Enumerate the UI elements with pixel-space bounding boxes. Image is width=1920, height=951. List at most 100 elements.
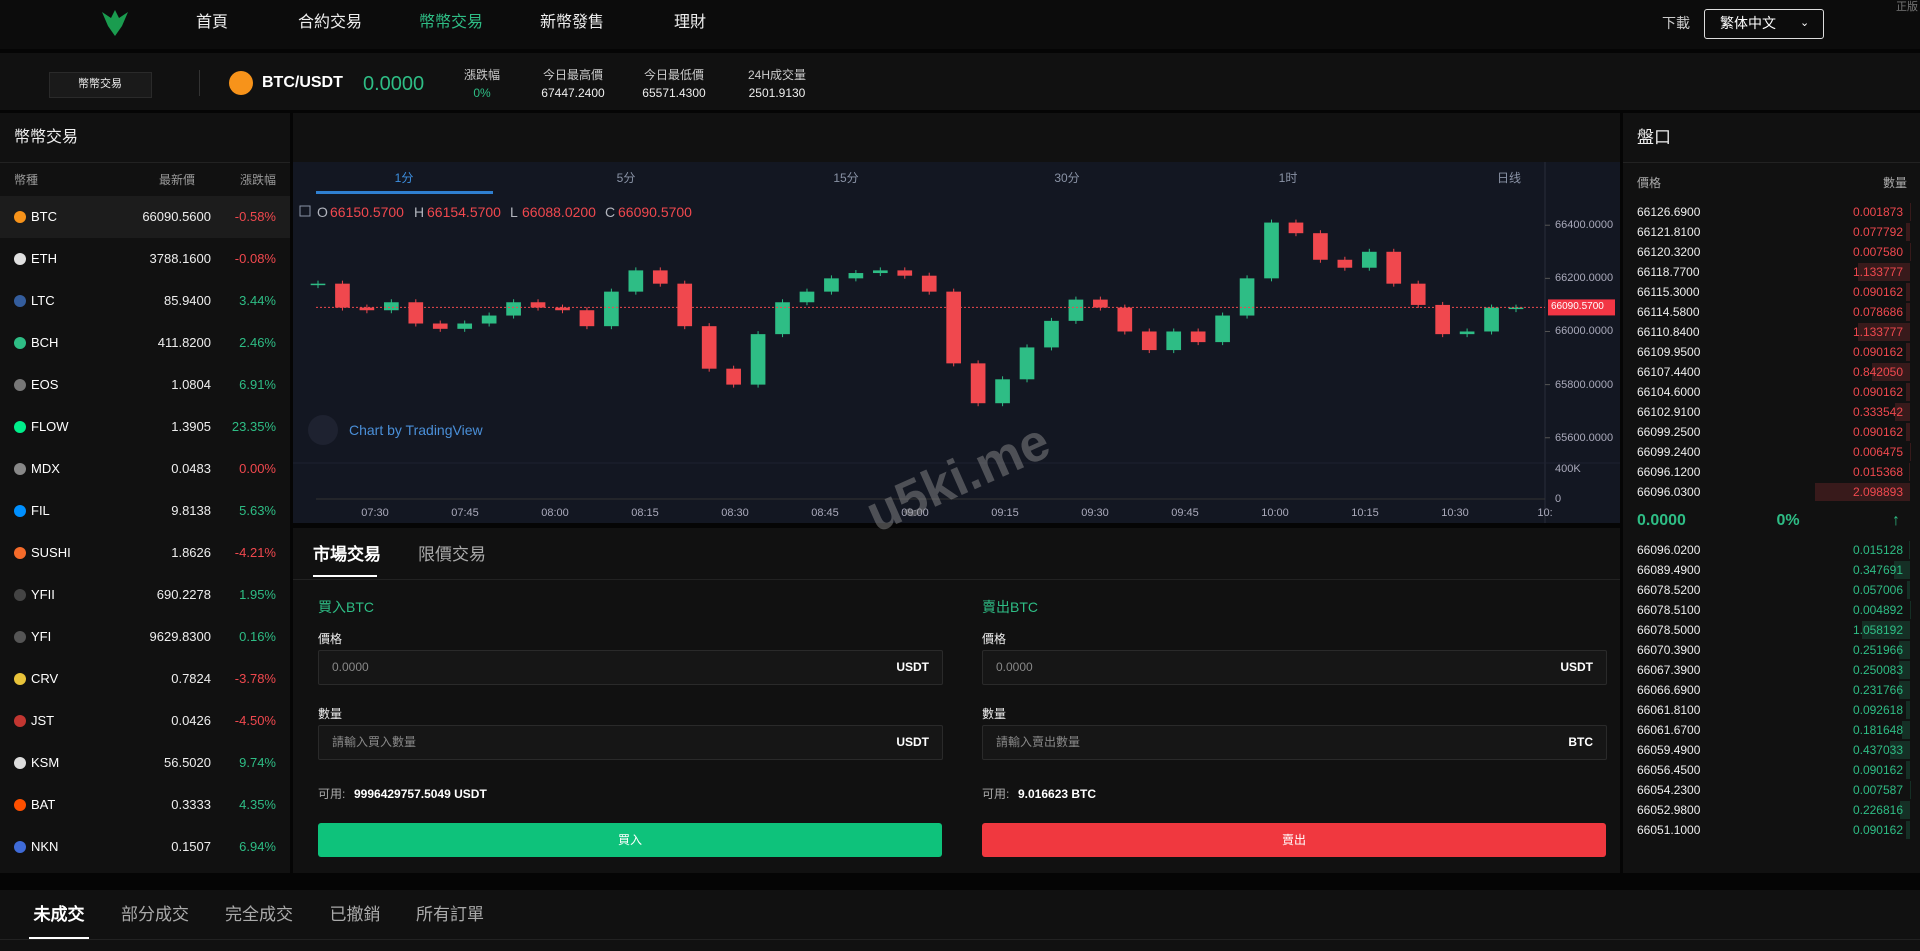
order-amount: 0.181648: [1852, 723, 1903, 737]
depth-bar: [1907, 581, 1910, 599]
orders-tab[interactable]: 所有訂單: [416, 905, 484, 924]
x-tick-label: 09:00: [901, 507, 929, 519]
coin-name[interactable]: FIL: [31, 503, 50, 518]
x-tick-label: 10:30: [1441, 507, 1469, 519]
coin-icon: [14, 463, 26, 475]
nav-item[interactable]: 首頁: [195, 14, 228, 31]
candle: [530, 302, 546, 308]
button-label: 買入: [617, 833, 642, 847]
candle: [1166, 331, 1182, 351]
candle: [1313, 233, 1328, 260]
nav-item[interactable]: 理財: [673, 14, 706, 31]
ticker-bar: [0, 53, 1920, 110]
coin-change: -4.50%: [234, 713, 276, 728]
order-amount: 2.098893: [1852, 485, 1903, 499]
orders-tab[interactable]: 已撤銷: [329, 905, 381, 924]
candle: [824, 278, 839, 292]
orders-tab[interactable]: 部分成交: [121, 905, 189, 924]
candle: [897, 270, 913, 276]
coin-name[interactable]: BCH: [31, 335, 59, 350]
depth-bar: [1861, 621, 1910, 639]
available-value: 9996429757.5049 USDT: [354, 787, 487, 801]
interval-tab[interactable]: 1分: [394, 171, 414, 185]
coin-name[interactable]: NKN: [31, 839, 59, 854]
interval-tab[interactable]: 30分: [1054, 171, 1080, 185]
coin-name[interactable]: FLOW: [31, 419, 69, 434]
coin-name[interactable]: BTC: [31, 209, 57, 224]
trade-tab[interactable]: 限價交易: [418, 545, 486, 564]
order-price: 66078.5000: [1637, 623, 1701, 637]
coin-name[interactable]: KSM: [31, 755, 60, 770]
price-input[interactable]: [318, 650, 943, 685]
last-price-box: [1548, 299, 1615, 316]
coin-name[interactable]: JST: [31, 713, 55, 728]
price-input[interactable]: [982, 650, 1607, 685]
nav-item[interactable]: 新幣發售: [539, 14, 604, 31]
divider: [0, 939, 1920, 940]
coin-price: 1.8626: [171, 545, 211, 560]
interval-tab[interactable]: 15分: [833, 171, 859, 185]
coin-price: 56.5020: [164, 755, 211, 770]
coin-change: -0.08%: [234, 251, 276, 266]
sell-button[interactable]: [982, 823, 1606, 857]
interval-tab[interactable]: 1时: [1278, 171, 1298, 185]
coin-name[interactable]: CRV: [31, 671, 59, 686]
coin-name[interactable]: BAT: [31, 797, 56, 812]
order-amount: 0.015368: [1852, 465, 1903, 479]
interval-tab[interactable]: 日线: [1496, 171, 1521, 185]
coin-price: 85.9400: [164, 293, 211, 308]
x-tick-label: 08:00: [541, 507, 569, 519]
amount-input[interactable]: [318, 725, 943, 760]
depth-bar: [1894, 403, 1910, 421]
tv-credit[interactable]: Chart by TradingView: [349, 422, 483, 438]
nav-item[interactable]: 幣幣交易: [418, 14, 483, 31]
buy-button[interactable]: [318, 823, 942, 857]
order-price: 66096.0300: [1637, 485, 1701, 499]
coin-name[interactable]: ETH: [31, 251, 57, 266]
order-price: 66066.6900: [1637, 683, 1701, 697]
divider: [293, 579, 1620, 580]
coin-name[interactable]: LTC: [31, 293, 55, 308]
panel-title: 盤口: [1637, 128, 1671, 147]
coin-name[interactable]: YFII: [31, 587, 55, 602]
order-amount: 0.090162: [1852, 425, 1903, 439]
interval-tab[interactable]: 5分: [616, 171, 636, 185]
order-amount: 0.090162: [1852, 763, 1903, 777]
tab-button[interactable]: [49, 72, 152, 98]
candle: [848, 273, 864, 279]
depth-bar: [1909, 541, 1910, 559]
coin-name[interactable]: EOS: [31, 377, 59, 392]
trade-tab[interactable]: 市場交易: [313, 545, 381, 564]
coin-price: 66090.5600: [142, 209, 211, 224]
candle: [359, 307, 375, 311]
coin-icon: [14, 715, 26, 727]
nav-item[interactable]: 合約交易: [297, 14, 362, 31]
candle: [481, 315, 497, 324]
coin-icon: [14, 589, 26, 601]
unit: USDT: [1560, 660, 1593, 674]
logo: [102, 10, 128, 36]
language-select[interactable]: [1704, 9, 1824, 39]
coin-name[interactable]: SUSHI: [31, 545, 71, 560]
depth-bar: [1890, 741, 1910, 759]
download-link[interactable]: 下載: [1662, 15, 1690, 31]
col-header: 最新價: [158, 173, 195, 187]
coin-icon: [14, 757, 26, 769]
order-amount: 0.231766: [1852, 683, 1903, 697]
ohlc-label: H: [414, 204, 425, 220]
amount-input[interactable]: [982, 725, 1607, 760]
orders-tab[interactable]: 完全成交: [225, 905, 293, 924]
orders-tab[interactable]: 未成交: [33, 905, 85, 924]
candle: [677, 283, 693, 327]
field-label: 價格: [318, 632, 343, 646]
order-price: 66120.3200: [1637, 245, 1701, 259]
coin-name[interactable]: MDX: [31, 461, 60, 476]
stat-label: 漲跌幅: [463, 68, 500, 82]
order-price: 66096.1200: [1637, 465, 1701, 479]
depth-bar: [1909, 463, 1910, 481]
depth-bar: [1906, 223, 1910, 241]
order-amount: 0.251966: [1852, 643, 1903, 657]
active-underline: [29, 937, 89, 939]
coin-name[interactable]: YFI: [31, 629, 52, 644]
